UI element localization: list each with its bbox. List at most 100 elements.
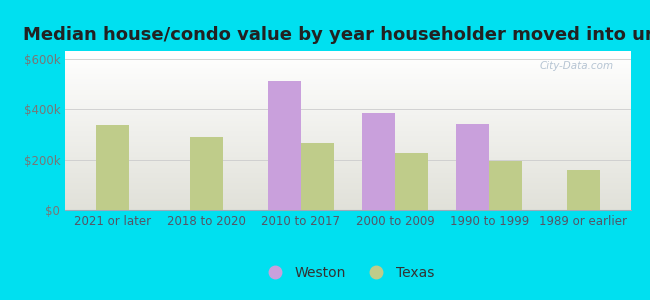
Bar [65, 100, 630, 101]
Bar [65, 147, 630, 148]
Bar [65, 161, 630, 162]
Bar [65, 154, 630, 155]
Bar [65, 156, 630, 157]
Bar [65, 81, 630, 82]
Bar [65, 186, 630, 187]
Bar [268, 81, 300, 210]
Bar [65, 189, 630, 190]
Bar [65, 90, 630, 91]
Bar [65, 95, 630, 96]
Bar [65, 80, 630, 81]
Bar [65, 77, 630, 78]
Bar [65, 142, 630, 143]
Bar [65, 173, 630, 174]
Bar [65, 180, 630, 181]
Bar [65, 121, 630, 122]
Bar [65, 136, 630, 137]
Bar [65, 107, 630, 108]
Bar [65, 190, 630, 191]
Bar [65, 201, 630, 202]
Bar [65, 177, 630, 178]
Bar [65, 162, 630, 163]
Bar [65, 116, 630, 117]
Bar [65, 120, 630, 121]
Legend: Weston, Texas: Weston, Texas [255, 261, 440, 286]
Bar [65, 125, 630, 126]
Bar [65, 164, 630, 165]
Bar [65, 167, 630, 168]
Bar [65, 119, 630, 120]
Bar [65, 126, 630, 127]
Bar [65, 208, 630, 209]
Bar [65, 185, 630, 186]
Bar [65, 131, 630, 132]
Text: City-Data.com: City-Data.com [540, 61, 614, 70]
Bar [65, 115, 630, 116]
Bar [65, 108, 630, 109]
Bar [567, 169, 600, 210]
Bar [65, 75, 630, 76]
Bar [65, 112, 630, 113]
Bar [65, 103, 630, 104]
Bar [65, 181, 630, 182]
Bar [65, 68, 630, 69]
Bar [65, 69, 630, 70]
Bar [65, 135, 630, 136]
Bar [65, 143, 630, 144]
Bar [65, 158, 630, 159]
Bar [65, 138, 630, 139]
Bar [65, 130, 630, 131]
Bar [65, 150, 630, 151]
Bar [65, 152, 630, 153]
Bar [65, 202, 630, 203]
Bar [65, 203, 630, 204]
Bar [65, 197, 630, 198]
Bar [65, 98, 630, 99]
Bar [65, 182, 630, 183]
Bar [65, 114, 630, 115]
Bar [65, 118, 630, 119]
Bar [65, 76, 630, 77]
Bar [65, 146, 630, 147]
Bar [65, 63, 630, 64]
Bar [65, 163, 630, 164]
Bar [65, 194, 630, 195]
Bar [362, 113, 395, 210]
Bar [65, 206, 630, 207]
Bar [65, 176, 630, 177]
Bar [65, 60, 630, 61]
Bar [96, 125, 129, 210]
Bar [65, 183, 630, 184]
Bar [65, 132, 630, 133]
Bar [65, 134, 630, 135]
Bar [65, 59, 630, 60]
Bar [65, 72, 630, 73]
Bar [65, 170, 630, 171]
Bar [65, 102, 630, 103]
Bar [190, 137, 223, 210]
Bar [65, 128, 630, 129]
Bar [65, 207, 630, 208]
Bar [65, 209, 630, 210]
Bar [489, 161, 522, 210]
Bar [65, 117, 630, 118]
Bar [65, 62, 630, 63]
Bar [65, 79, 630, 80]
Bar [65, 169, 630, 170]
Bar [65, 96, 630, 97]
Bar [65, 199, 630, 200]
Bar [65, 93, 630, 94]
Bar [456, 124, 489, 210]
Bar [65, 193, 630, 194]
Bar [65, 109, 630, 110]
Bar [65, 144, 630, 145]
Bar [65, 175, 630, 176]
Bar [65, 57, 630, 58]
Bar [65, 195, 630, 196]
Bar [65, 78, 630, 79]
Bar [65, 74, 630, 75]
Bar [65, 168, 630, 169]
Bar [65, 104, 630, 105]
Bar [65, 159, 630, 160]
Bar [65, 160, 630, 161]
